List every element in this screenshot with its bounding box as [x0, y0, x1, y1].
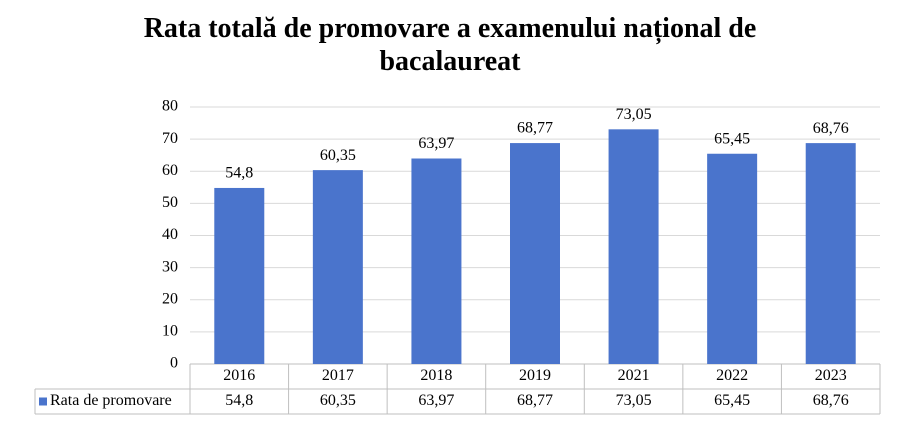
y-tick-label: 60	[162, 162, 178, 179]
data-label: 68,76	[813, 120, 849, 137]
bar	[608, 129, 659, 364]
y-tick-label: 0	[170, 355, 178, 372]
legend-marker	[39, 397, 47, 406]
x-tick-label: 2016	[223, 367, 255, 384]
bar	[805, 143, 856, 364]
table-value: 65,45	[714, 392, 750, 409]
table-value: 63,97	[418, 392, 454, 409]
data-label: 54,8	[225, 165, 253, 182]
y-tick-label: 30	[162, 258, 178, 275]
bar	[411, 158, 462, 364]
bar	[707, 153, 758, 364]
data-label: 68,77	[517, 120, 553, 137]
data-label: 65,45	[714, 130, 750, 147]
table-value: 60,35	[320, 392, 356, 409]
data-label: 73,05	[616, 106, 652, 123]
y-tick-label: 40	[162, 226, 178, 243]
table-value: 68,76	[813, 392, 849, 409]
x-tick-label: 2017	[322, 367, 354, 384]
table-value: 73,05	[616, 392, 652, 409]
y-tick-label: 50	[162, 194, 178, 211]
table-value: 54,8	[225, 392, 253, 409]
data-label: 63,97	[418, 135, 454, 152]
legend-label: Rata de promovare	[50, 392, 172, 409]
bar	[214, 187, 265, 364]
y-tick-label: 10	[162, 323, 178, 340]
chart-title: Rata totală de promovare a examenului na…	[143, 13, 757, 77]
x-tick-label: 2018	[420, 367, 452, 384]
x-tick-label: 2021	[618, 367, 650, 384]
y-tick-label: 20	[162, 290, 178, 307]
x-tick-label: 2019	[519, 367, 551, 384]
bar	[312, 170, 363, 364]
y-tick-label: 70	[162, 130, 178, 147]
x-tick-label: 2022	[716, 367, 748, 384]
y-tick-label: 80	[162, 98, 178, 115]
data-label: 60,35	[320, 147, 356, 164]
table-value: 68,77	[517, 392, 553, 409]
x-tick-label: 2023	[815, 367, 847, 384]
bar	[510, 143, 560, 364]
